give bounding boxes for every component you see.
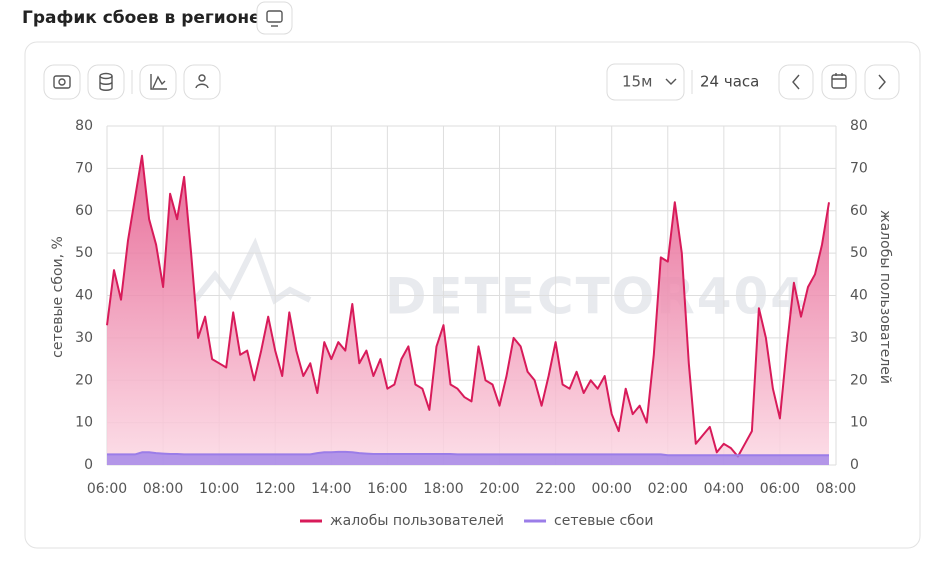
y-tick-label: 30 bbox=[75, 330, 93, 346]
y2-tick-label: 20 bbox=[850, 372, 868, 388]
x-tick-label: 16:00 bbox=[367, 481, 407, 497]
x-tick-label: 02:00 bbox=[648, 481, 688, 497]
y2-tick-label: 80 bbox=[850, 118, 868, 134]
y-tick-label: 10 bbox=[75, 415, 93, 431]
y2-tick-label: 0 bbox=[850, 457, 859, 473]
y2-tick-label: 30 bbox=[850, 330, 868, 346]
y-tick-label: 20 bbox=[75, 372, 93, 388]
x-tick-label: 22:00 bbox=[535, 481, 575, 497]
y-tick-label: 40 bbox=[75, 288, 93, 304]
series-line bbox=[107, 450, 829, 457]
data-button[interactable] bbox=[87, 64, 125, 100]
x-tick-label: 08:00 bbox=[816, 481, 856, 497]
y2-tick-label: 60 bbox=[850, 203, 868, 219]
y-tick-label: 50 bbox=[75, 245, 93, 261]
x-tick-label: 08:00 bbox=[143, 481, 183, 497]
x-tick-label: 00:00 bbox=[592, 481, 632, 497]
x-tick-label: 06:00 bbox=[760, 481, 800, 497]
y2-tick-label: 70 bbox=[850, 160, 868, 176]
legend-label: сетевые сбои bbox=[554, 513, 653, 529]
x-tick-label: 10:00 bbox=[199, 481, 239, 497]
y2-axis-label: жалобы пользователей bbox=[877, 210, 893, 384]
interval-value: 15м bbox=[622, 73, 652, 91]
watermark-logo bbox=[192, 237, 312, 305]
snapshot-button[interactable] bbox=[43, 64, 81, 100]
x-tick-label: 14:00 bbox=[311, 481, 351, 497]
y-tick-label: 70 bbox=[75, 160, 93, 176]
y-tick-label: 0 bbox=[84, 457, 93, 473]
x-tick-label: 20:00 bbox=[479, 481, 519, 497]
x-tick-label: 06:00 bbox=[87, 481, 127, 497]
chart-type-button[interactable] bbox=[139, 64, 177, 100]
user-button[interactable] bbox=[183, 64, 221, 100]
y-axis-label: сетевые сбои, % bbox=[50, 236, 66, 358]
legend-label: жалобы пользователей bbox=[330, 513, 504, 529]
y2-tick-label: 10 bbox=[850, 415, 868, 431]
y2-tick-label: 50 bbox=[850, 245, 868, 261]
x-tick-label: 12:00 bbox=[255, 481, 295, 497]
plot: DETECTOR404 0 10 20 30 40 50 60 70 80 0 10 20 30 40 50 6… bbox=[50, 118, 893, 529]
range-label: 24 часа bbox=[700, 73, 759, 91]
page-title: График сбоев в регионе bbox=[22, 8, 261, 28]
y-tick-label: 60 bbox=[75, 203, 93, 219]
calendar-button[interactable] bbox=[821, 64, 857, 100]
series-area bbox=[107, 155, 829, 465]
y2-tick-label: 40 bbox=[850, 288, 868, 304]
x-tick-label: 04:00 bbox=[704, 481, 744, 497]
screen-mode-button[interactable] bbox=[256, 1, 293, 35]
next-button[interactable] bbox=[864, 64, 900, 100]
interval-select[interactable]: 15м bbox=[606, 63, 685, 101]
series-line bbox=[106, 154, 830, 458]
prev-button[interactable] bbox=[778, 64, 814, 100]
x-tick-label: 18:00 bbox=[423, 481, 463, 497]
y-tick-label: 80 bbox=[75, 118, 93, 134]
watermark: DETECTOR404 bbox=[385, 268, 807, 326]
